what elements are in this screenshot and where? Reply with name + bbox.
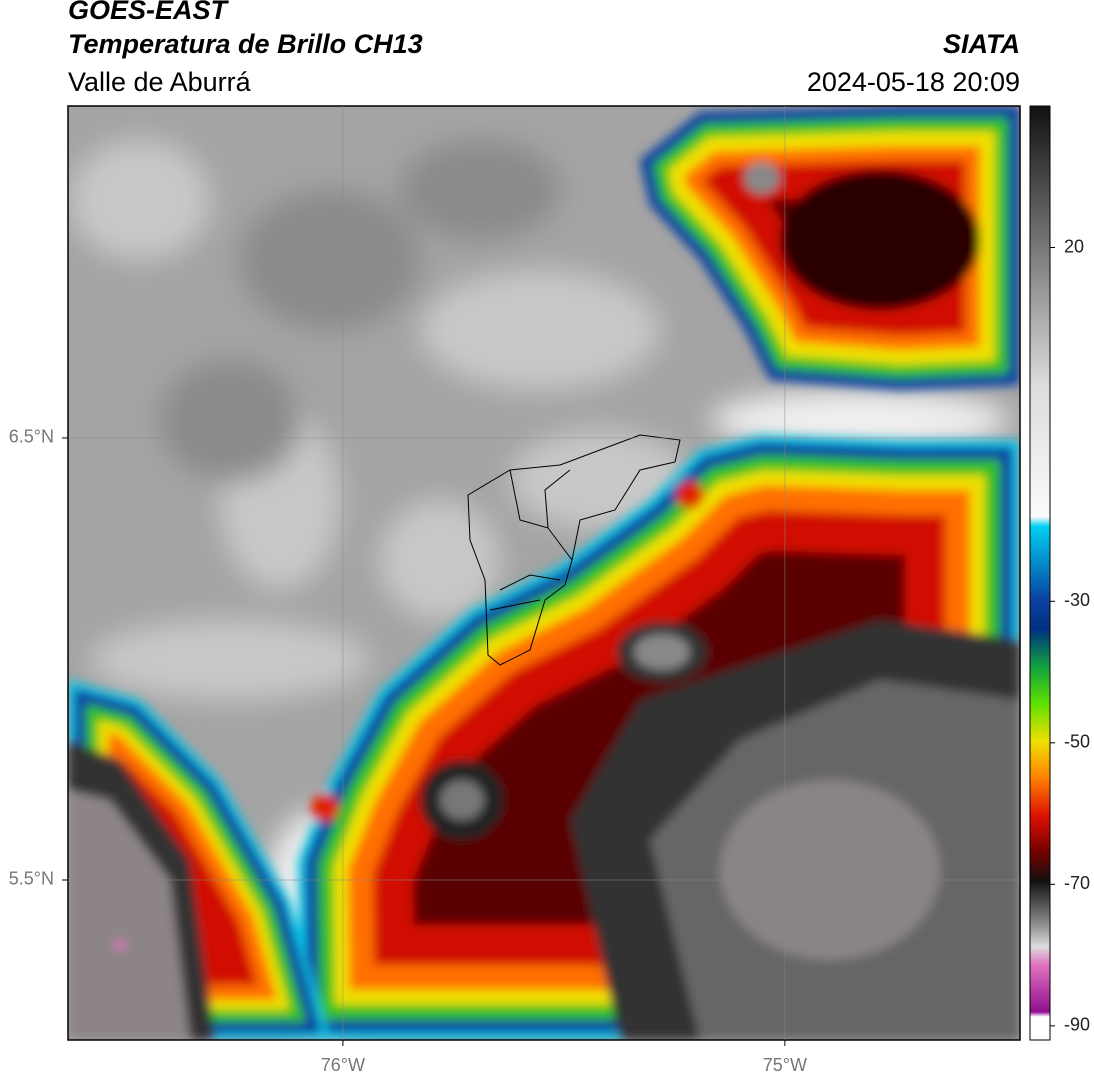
title: GOES-EAST [68,0,230,25]
colorbar-tick-label: 20 [1064,236,1084,256]
subtitle: Temperatura de Brillo CH13 [68,29,423,59]
region: Valle de Aburrá [68,67,252,97]
colorbar [1029,105,1051,1041]
map-frame [67,105,1021,1041]
colorbar-tick-label: -70 [1064,873,1090,893]
colorbar-tick-label: -90 [1064,1015,1090,1035]
y-tick-label: 6.5°N [9,427,54,447]
y-tick-label: 5.5°N [9,869,54,889]
datetime: 2024-05-18 20:09 [807,67,1020,97]
valley-outline [467,434,681,666]
colorbar-tick-label: -30 [1064,590,1090,610]
satellite-image [68,106,1020,1040]
x-tick-label: 75°W [763,1055,807,1075]
x-tick-label: 76°W [321,1055,365,1075]
source: SIATA [943,29,1020,59]
colorbar-tick-label: -50 [1064,732,1090,752]
